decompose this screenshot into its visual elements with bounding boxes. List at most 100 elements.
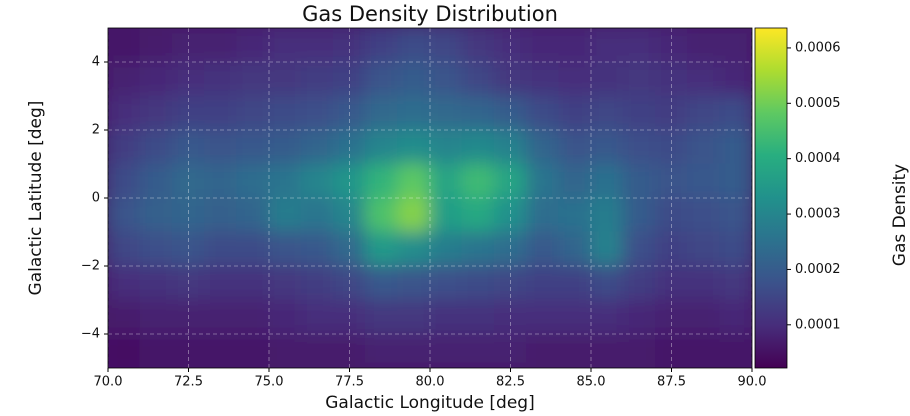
heatmap-cell bbox=[493, 333, 528, 368]
heatmap-cell bbox=[397, 129, 431, 165]
heatmap-cell bbox=[558, 95, 592, 131]
heatmap-cell bbox=[332, 28, 367, 63]
heatmap-cell bbox=[268, 197, 302, 233]
heatmap-cell bbox=[139, 265, 173, 301]
heatmap-cell bbox=[332, 197, 367, 233]
heatmap-cell bbox=[108, 163, 141, 199]
heatmap-cell bbox=[558, 299, 592, 335]
heatmap-cell bbox=[526, 129, 560, 165]
heatmap-cell bbox=[300, 61, 334, 97]
heatmap-cell bbox=[204, 265, 238, 301]
heatmap-cell bbox=[365, 163, 399, 199]
heatmap-cell bbox=[429, 231, 463, 267]
heatmap-cell bbox=[139, 197, 173, 233]
x-tick-label: 90.0 bbox=[738, 375, 767, 390]
heatmap-cell bbox=[558, 28, 592, 63]
y-tick-label: 4 bbox=[92, 55, 100, 70]
heatmap-cell bbox=[365, 265, 399, 301]
heatmap-cell bbox=[397, 231, 431, 267]
heatmap-cell bbox=[397, 265, 431, 301]
heatmap-cell bbox=[590, 299, 624, 335]
heatmap-cell bbox=[332, 129, 367, 165]
heatmap-cell bbox=[236, 299, 270, 335]
heatmap-cell bbox=[332, 163, 367, 199]
heatmap-cell bbox=[719, 265, 752, 301]
heatmap-cell bbox=[719, 95, 752, 131]
heatmap-cell bbox=[108, 61, 141, 97]
y-tick-label: −2 bbox=[81, 259, 100, 274]
heatmap-cell bbox=[622, 163, 656, 199]
heatmap-cell bbox=[526, 163, 560, 199]
x-tick-label: 77.5 bbox=[335, 375, 364, 390]
heatmap-cell bbox=[461, 28, 495, 63]
heatmap-cell bbox=[590, 28, 624, 63]
heatmap-cell bbox=[300, 299, 334, 335]
heatmap-cell bbox=[429, 299, 463, 335]
heatmap-cell bbox=[300, 231, 334, 267]
heatmap-cell bbox=[236, 197, 270, 233]
heatmap-cell bbox=[397, 197, 431, 233]
heatmap-cell bbox=[171, 299, 206, 335]
heatmap-cell bbox=[332, 95, 367, 131]
heatmap-cell bbox=[654, 197, 689, 233]
heatmap-cell bbox=[687, 61, 721, 97]
y-tick-label: −4 bbox=[81, 327, 100, 342]
colorbar-tick-label: 0.0004 bbox=[795, 151, 841, 166]
heatmap-cell bbox=[108, 299, 141, 335]
heatmap-cell bbox=[461, 61, 495, 97]
colorbar bbox=[754, 27, 788, 369]
colorbar-label: Gas Density bbox=[890, 164, 910, 266]
heatmap-cell bbox=[268, 129, 302, 165]
heatmap-cell bbox=[236, 95, 270, 131]
heatmap-cell bbox=[139, 231, 173, 267]
heatmap-cell bbox=[139, 28, 173, 63]
heatmap-cell bbox=[268, 61, 302, 97]
heatmap-cell bbox=[139, 129, 173, 165]
heatmap-cell bbox=[204, 231, 238, 267]
heatmap-cell bbox=[622, 95, 656, 131]
heatmap-cell bbox=[526, 61, 560, 97]
heatmap-cell bbox=[493, 197, 528, 233]
heatmap-cell bbox=[204, 129, 238, 165]
heatmap-cell bbox=[171, 163, 206, 199]
heatmap-cell bbox=[171, 197, 206, 233]
heatmap-cell bbox=[687, 265, 721, 301]
heatmap-cell bbox=[654, 129, 689, 165]
colorbar-tick-label: 0.0001 bbox=[795, 317, 841, 332]
heatmap-cell bbox=[687, 95, 721, 131]
heatmap-cell bbox=[108, 231, 141, 267]
heatmap-cell bbox=[493, 299, 528, 335]
heatmap-cell bbox=[204, 299, 238, 335]
heatmap-cell bbox=[397, 299, 431, 335]
heatmap-cell bbox=[687, 197, 721, 233]
heatmap-cell bbox=[108, 129, 141, 165]
heatmap-cell bbox=[236, 265, 270, 301]
heatmap-cell bbox=[719, 231, 752, 267]
heatmap-cell bbox=[526, 265, 560, 301]
heatmap-cell bbox=[461, 333, 495, 368]
heatmap-cell bbox=[429, 333, 463, 368]
heatmap-cell bbox=[268, 265, 302, 301]
heatmap-cell bbox=[493, 95, 528, 131]
heatmap-cell bbox=[687, 28, 721, 63]
heatmap-cell bbox=[429, 197, 463, 233]
heatmap-cell bbox=[590, 95, 624, 131]
heatmap-cell bbox=[493, 28, 528, 63]
heatmap-cell bbox=[622, 333, 656, 368]
heatmap-cell bbox=[365, 231, 399, 267]
heatmap-cell bbox=[204, 95, 238, 131]
heatmap-cell bbox=[429, 265, 463, 301]
heatmap-cell bbox=[171, 265, 206, 301]
heatmap-cell bbox=[300, 95, 334, 131]
chart-title: Gas Density Distribution bbox=[302, 2, 558, 26]
heatmap-cell bbox=[558, 265, 592, 301]
heatmap-cell bbox=[171, 95, 206, 131]
x-tick-label: 85.0 bbox=[577, 375, 606, 390]
y-axis-label: Galactic Latitude [deg] bbox=[26, 101, 46, 296]
x-tick-label: 72.5 bbox=[174, 375, 203, 390]
heatmap-cell bbox=[526, 231, 560, 267]
heatmap-cell bbox=[365, 61, 399, 97]
heatmap-cell bbox=[268, 231, 302, 267]
heatmap-cell bbox=[719, 28, 752, 63]
